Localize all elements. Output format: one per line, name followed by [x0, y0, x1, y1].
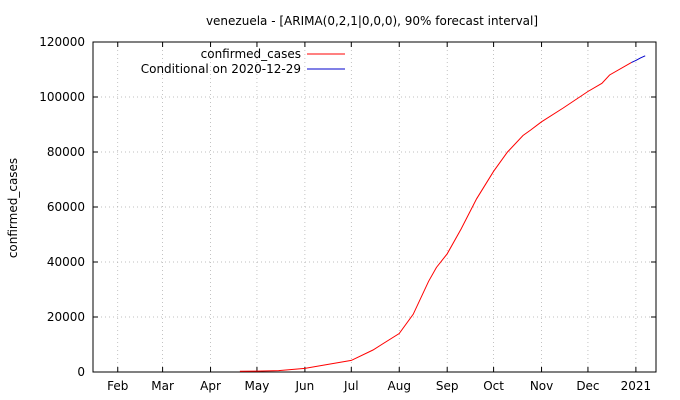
y-tick-label: 20000	[47, 310, 85, 324]
x-tick-label: Jul	[343, 379, 358, 393]
x-tick-label: Sep	[436, 379, 459, 393]
y-tick-label: 80000	[47, 145, 85, 159]
x-tick-label: Mar	[151, 379, 174, 393]
x-tick-label: Feb	[107, 379, 128, 393]
y-tick-label: 100000	[39, 90, 85, 104]
x-tick-label: Jun	[295, 379, 315, 393]
x-tick-label: Nov	[530, 379, 553, 393]
legend-label: Conditional on 2020-12-29	[141, 62, 301, 76]
chart-title: venezuela - [ARIMA(0,2,1|0,0,0), 90% for…	[206, 14, 538, 28]
y-tick-label: 0	[77, 365, 85, 379]
series-line-2	[631, 55, 646, 64]
y-tick-label: 120000	[39, 35, 85, 49]
axis-ticks: 0 20000 40000 60000 80000 100000 120000 Feb Mar A…	[39, 35, 656, 393]
x-tick-label: Dec	[576, 379, 599, 393]
y-tick-label: 60000	[47, 200, 85, 214]
x-tick-label: Oct	[483, 379, 504, 393]
grid	[93, 42, 656, 372]
y-tick-label: 40000	[47, 255, 85, 269]
series-layer	[239, 55, 646, 372]
x-tick-label: Apr	[200, 379, 221, 393]
x-tick-label: 2021	[621, 379, 652, 393]
x-tick-label: Aug	[388, 379, 411, 393]
series-line-1	[239, 62, 632, 372]
y-axis-label: confirmed_cases	[6, 158, 20, 258]
x-tick-label: May	[245, 379, 270, 393]
legend-label: confirmed_cases	[201, 47, 301, 61]
